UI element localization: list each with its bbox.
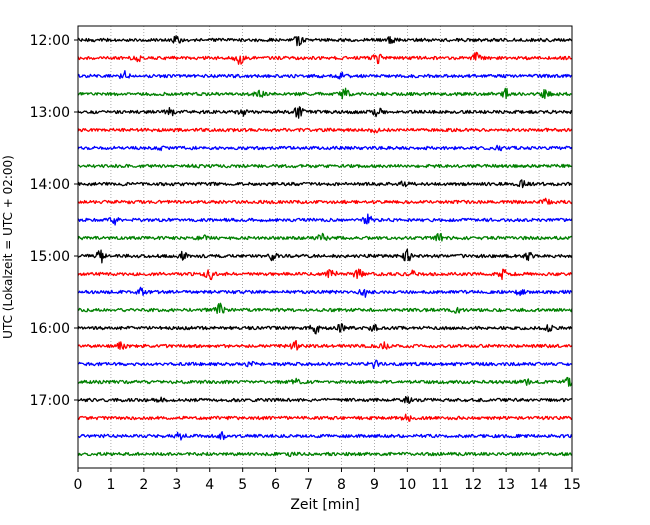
trace-1345: [77, 163, 573, 169]
x-tick-label: 11: [431, 477, 449, 493]
y-axis: 12:00 13:00 14:00 15:00 16:00 17:00: [30, 33, 78, 409]
x-tick-label: 6: [271, 477, 280, 493]
x-tick-label: 12: [464, 477, 482, 493]
x-axis: 0 1 2 3 4 5 6 7 8 9 10 11 12 13 14 15: [74, 468, 581, 493]
trace-1530: [77, 286, 573, 298]
x-tick-label: 9: [370, 477, 379, 493]
trace-1445: [77, 232, 573, 242]
trace-1430: [77, 213, 573, 226]
trace-1245: [77, 87, 573, 100]
trace-1315: [77, 127, 573, 134]
trace-1415: [77, 197, 573, 205]
x-tick-label: 0: [74, 477, 83, 493]
trace-1215: [77, 51, 573, 65]
trace-1630: [77, 359, 573, 369]
trace-1500: [77, 248, 573, 264]
x-tick-label: 4: [205, 477, 214, 493]
y-tick-label: 13:00: [30, 105, 70, 121]
trace-1615: [77, 340, 573, 351]
x-axis-title: Zeit [min]: [290, 497, 359, 513]
x-tick-label: 5: [238, 477, 247, 493]
trace-1200: [77, 35, 573, 47]
x-tick-label: 2: [139, 477, 148, 493]
trace-1745: [77, 451, 573, 458]
y-axis-title: UTC (Lokalzeit = UTC + 02:00): [1, 155, 15, 339]
trace-1545: [77, 302, 573, 314]
trace-1515: [77, 268, 573, 281]
trace-1330: [77, 144, 573, 152]
trace-1715: [77, 413, 573, 422]
y-tick-label: 12:00: [30, 33, 70, 49]
x-tick-label: 7: [304, 477, 313, 493]
y-tick-label: 14:00: [30, 177, 70, 193]
x-tick-label: 14: [530, 477, 548, 493]
trace-layer: [77, 35, 573, 458]
x-tick-label: 10: [398, 477, 416, 493]
trace-1230: [77, 70, 573, 80]
trace-1600: [77, 323, 573, 335]
x-tick-label: 3: [172, 477, 181, 493]
x-tick-label: 1: [106, 477, 115, 493]
y-tick-label: 17:00: [30, 393, 70, 409]
trace-1700: [77, 395, 573, 405]
trace-1300: [77, 106, 573, 119]
trace-1645: [77, 376, 573, 387]
y-tick-label: 16:00: [30, 321, 70, 337]
x-tick-label: 15: [563, 477, 581, 493]
plot-frame: [77, 25, 573, 469]
trace-1730: [77, 431, 573, 441]
x-tick-label: 13: [497, 477, 515, 493]
y-tick-label: 15:00: [30, 249, 70, 265]
trace-1400: [77, 179, 573, 189]
x-tick-label: 8: [337, 477, 346, 493]
